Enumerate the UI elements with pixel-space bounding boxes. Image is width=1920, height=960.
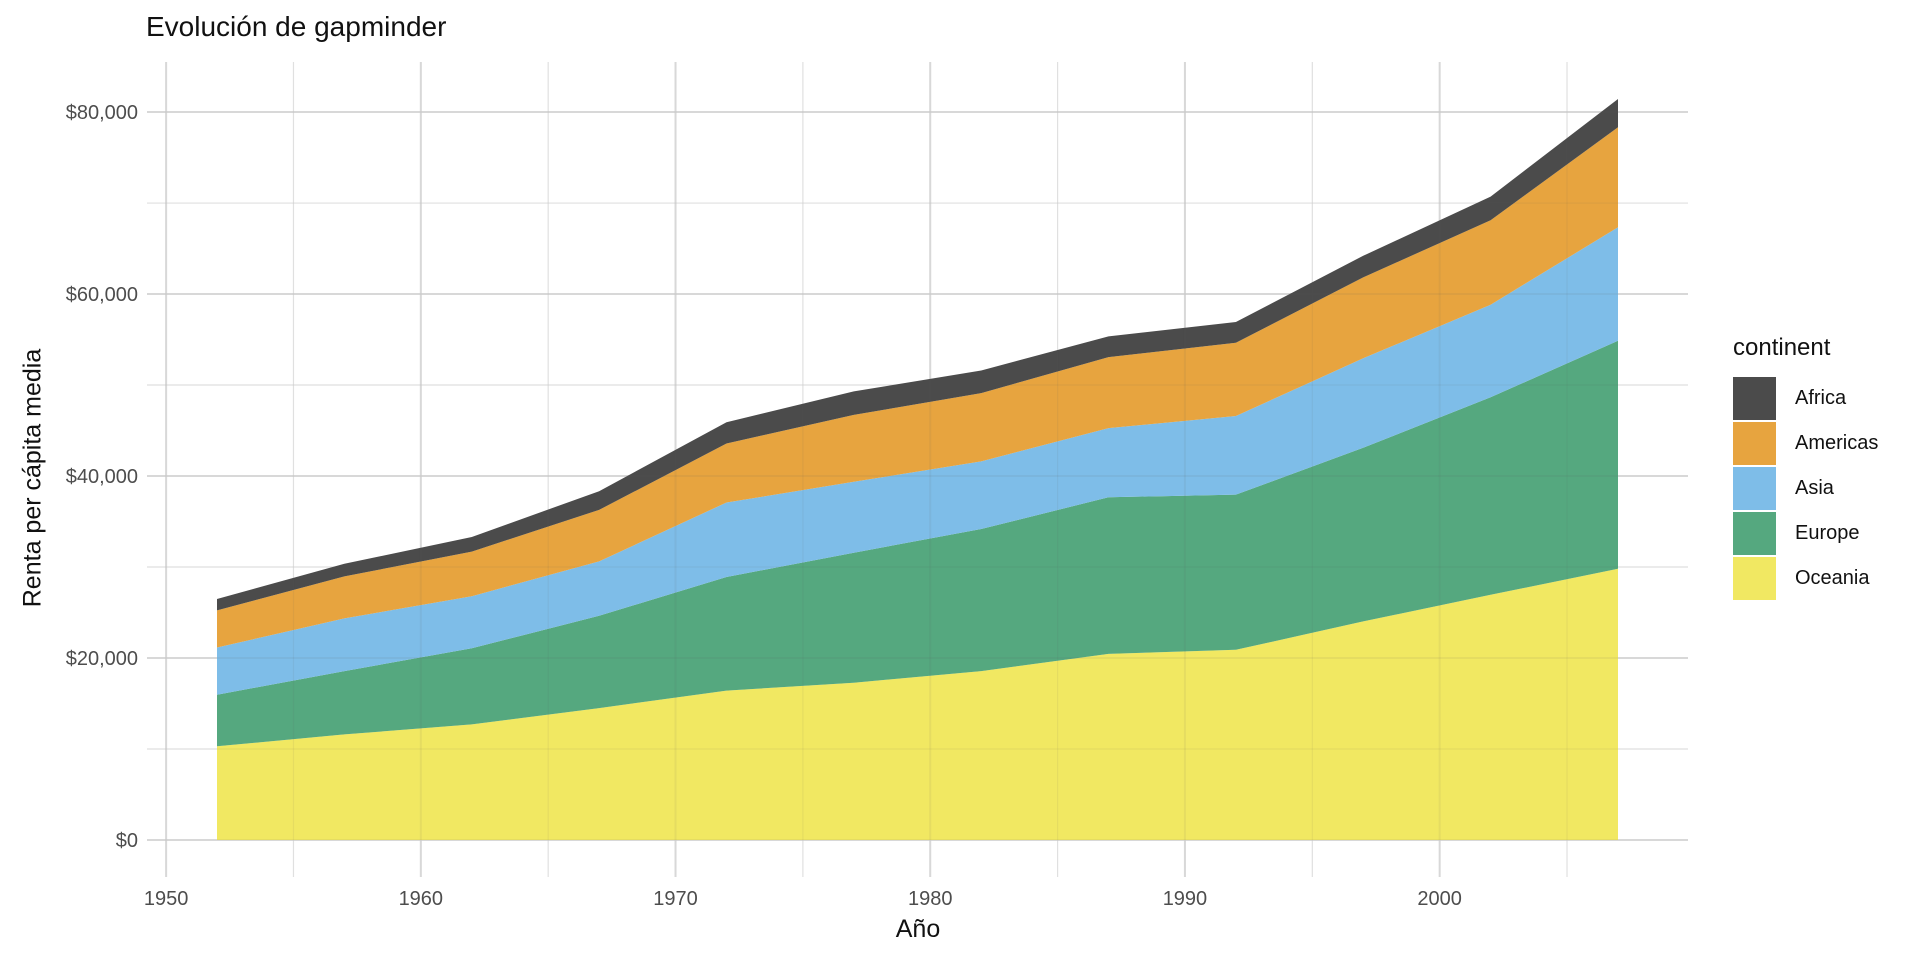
legend-item-americas: Americas xyxy=(1733,422,1878,465)
y-tick-label: $80,000 xyxy=(66,102,138,124)
legend-swatch-europe xyxy=(1733,512,1776,555)
y-tick-label: $0 xyxy=(116,830,138,852)
area-band-oceania xyxy=(217,568,1618,840)
x-tick-label: 2000 xyxy=(1417,888,1462,910)
y-tick-label: $40,000 xyxy=(66,466,138,488)
legend-item-europe: Europe xyxy=(1733,512,1878,555)
y-tick-label: $20,000 xyxy=(66,648,138,670)
legend-label-africa: Africa xyxy=(1795,387,1847,409)
x-axis-title: Año xyxy=(895,915,941,943)
y-axis-title: Renta per cápita media xyxy=(18,348,47,608)
x-tick-label: 1990 xyxy=(1163,888,1208,910)
legend-label-europe: Europe xyxy=(1795,522,1860,544)
legend-item-africa: Africa xyxy=(1733,377,1878,420)
legend-label-asia: Asia xyxy=(1795,477,1834,499)
chart-title: Evolución de gapminder xyxy=(146,11,447,42)
area-band-europe xyxy=(217,340,1618,747)
legend-label-americas: Americas xyxy=(1795,432,1879,454)
legend-swatch-americas xyxy=(1733,422,1776,465)
legend-swatch-oceania xyxy=(1733,557,1776,600)
legend-label-oceania: Oceania xyxy=(1795,567,1870,589)
y-tick-label: $60,000 xyxy=(66,284,138,306)
x-tick-label: 1950 xyxy=(144,888,189,910)
x-tick-label: 1980 xyxy=(908,888,953,910)
legend-item-oceania: Oceania xyxy=(1733,557,1878,600)
legend-swatch-africa xyxy=(1733,377,1776,420)
legend-title: continent xyxy=(1733,334,1831,361)
legend-swatch-asia xyxy=(1733,467,1776,510)
legend: continent Africa Americas Asia Europe Oc… xyxy=(1733,334,1878,602)
x-tick-label: 1970 xyxy=(653,888,698,910)
x-tick-label: 1960 xyxy=(399,888,444,910)
legend-item-asia: Asia xyxy=(1733,467,1878,510)
area-band-americas xyxy=(217,127,1618,648)
area-band-asia xyxy=(217,227,1618,695)
